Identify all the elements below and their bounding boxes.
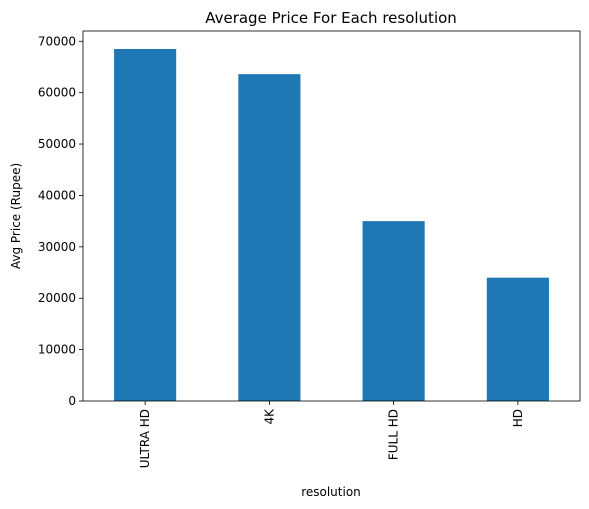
bars-group [114,49,549,401]
y-tick-label: 20000 [38,291,76,305]
y-tick-label: 40000 [38,188,76,202]
x-tick-label: HD [511,409,525,427]
bar-ultra-hd [114,49,176,401]
bar-hd [487,278,549,401]
x-axis-label: resolution [301,485,361,499]
x-axis-ticks: ULTRA HD 4K FULL HD HD [138,401,525,468]
y-tick-label: 30000 [38,240,76,254]
y-axis-ticks: 0 10000 20000 30000 40000 50000 60000 70000 [38,34,83,408]
y-tick-label: 10000 [38,343,76,357]
y-tick-label: 50000 [38,137,76,151]
chart-title: Average Price For Each resolution [205,9,457,27]
y-axis-label: Avg Price (Rupee) [9,163,23,269]
x-tick-label: 4K [262,408,276,425]
bar-full-hd [363,221,425,401]
y-tick-label: 70000 [38,34,76,48]
x-tick-label: ULTRA HD [138,409,152,468]
y-tick-label: 60000 [38,86,76,100]
x-tick-label: FULL HD [387,409,401,460]
bar-4k [238,74,300,401]
y-tick-label: 0 [68,394,76,408]
